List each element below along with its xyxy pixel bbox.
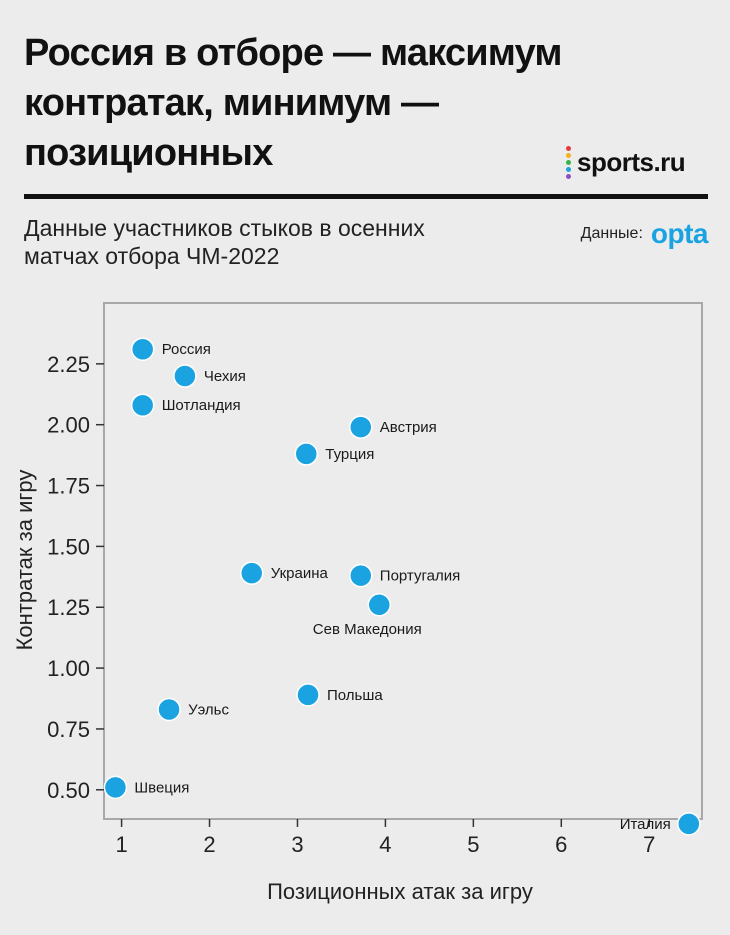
y-axis-title: Контратак за игру: [12, 470, 37, 651]
title-line-2: контратак, минимум —: [24, 82, 439, 124]
data-point-label: Россия: [162, 341, 211, 358]
data-points: Россия Чехия Шотландия Австрия Турция Украина…: [103, 337, 701, 836]
data-point: [349, 563, 373, 588]
data-point: [677, 812, 701, 836]
x-tick-label: 4: [379, 832, 391, 857]
data-point: [239, 561, 264, 585]
data-point-label: Португалия: [380, 568, 460, 585]
data-point: [296, 683, 320, 707]
data-point: [157, 697, 181, 722]
brand-logo: sports.ru: [566, 146, 686, 179]
subtitle-line-1: Данные участников стыков в осенних: [24, 215, 425, 241]
y-tick-label: 1.50: [47, 534, 90, 559]
data-point: [173, 364, 197, 388]
data-point-label: Уэльс: [188, 701, 229, 718]
opta-logo: opta: [650, 218, 709, 249]
title-line-1: Россия в отборе — максимум: [24, 32, 563, 74]
y-tick-label: 1.25: [47, 595, 90, 620]
data-point: [349, 415, 373, 439]
data-point: [130, 393, 155, 417]
y-tick-label: 0.50: [47, 778, 90, 803]
data-source: Данные: opta: [580, 218, 709, 250]
x-tick-label: 6: [555, 832, 567, 857]
chart-subtitle: Данные участников стыков в осенних матча…: [24, 214, 504, 270]
data-point-label: Турция: [325, 446, 374, 463]
brand-dot: [566, 167, 571, 172]
y-axis: 0.50 0.75 1.00 1.25 1.50 1.75 2.00 2.25: [47, 352, 104, 803]
plot-area: [103, 302, 703, 820]
x-axis-title: Позиционных атак за игру: [267, 879, 533, 904]
title-divider: [24, 194, 708, 199]
data-point-label: Австрия: [380, 419, 437, 436]
x-tick-label: 1: [115, 832, 127, 857]
data-point: [294, 442, 319, 466]
x-axis: 1 2 3 4 5 6 7: [115, 819, 655, 857]
scatter-chart: 0.50 0.75 1.00 1.25 1.50 1.75 2.00 2.25 1 2 3 4 5 6 7…: [12, 302, 703, 904]
data-point: [103, 775, 128, 800]
data-point-label: Италия: [620, 816, 671, 833]
brand-name: sports.ru: [577, 147, 686, 177]
data-point-label: Польша: [327, 687, 383, 704]
data-point-label: Швеция: [134, 779, 189, 796]
x-tick-label: 3: [291, 832, 303, 857]
data-point: [130, 337, 155, 361]
x-tick-label: 5: [467, 832, 479, 857]
brand-dot: [566, 174, 571, 179]
y-tick-label: 1.75: [47, 474, 90, 499]
y-tick-label: 0.75: [47, 717, 90, 742]
x-tick-label: 2: [203, 832, 215, 857]
brand-dot: [566, 153, 571, 158]
y-tick-label: 2.25: [47, 352, 90, 377]
data-point-label: Шотландия: [162, 397, 241, 414]
brand-dot: [566, 146, 571, 151]
source-label: Данные:: [580, 225, 643, 242]
brand-dots-icon: [566, 146, 571, 179]
y-tick-label: 2.00: [47, 413, 90, 438]
data-point-label: Чехия: [204, 368, 246, 385]
data-point-label: Сев Македония: [313, 621, 422, 638]
chart-title: Россия в отборе — максимум контратак, ми…: [24, 28, 624, 178]
title-line-3: позиционных: [24, 132, 273, 174]
x-tick-label: 7: [643, 832, 655, 857]
data-point: [367, 593, 392, 617]
y-tick-label: 1.00: [47, 656, 90, 681]
subtitle-line-2: матчах отбора ЧМ-2022: [24, 243, 280, 269]
brand-dot: [566, 160, 571, 165]
data-point-label: Украина: [271, 565, 329, 582]
